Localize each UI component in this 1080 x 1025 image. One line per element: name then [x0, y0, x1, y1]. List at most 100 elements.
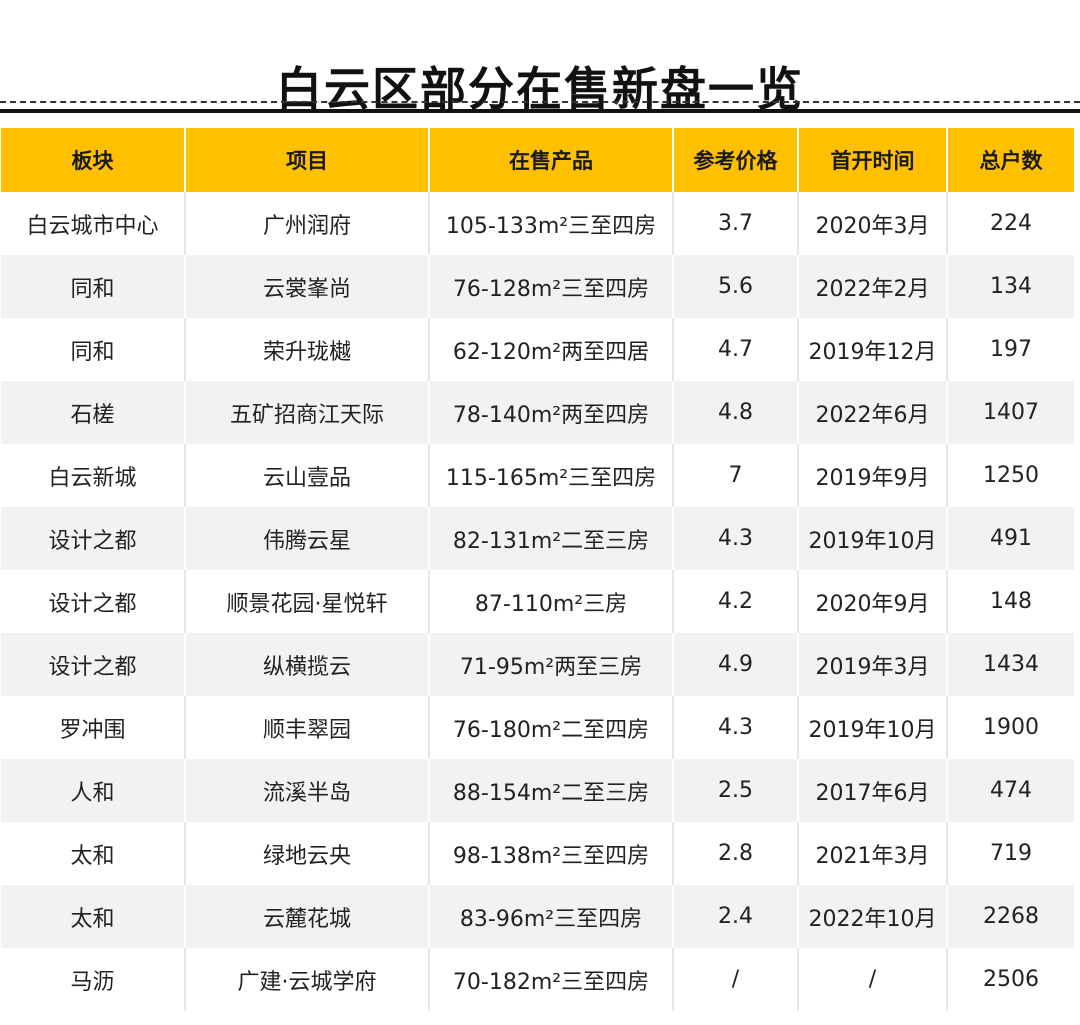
cell-price: 4.3 [673, 696, 799, 759]
cell-open-date: 2019年9月 [798, 444, 948, 507]
dashed-divider [0, 101, 1080, 103]
cell-product: 76-180m²二至四房 [429, 696, 674, 759]
cell-households: 1407 [983, 400, 1039, 425]
cell-sector: 罗冲围 [1, 696, 186, 759]
cell-product: 78-140m²两至四房 [429, 381, 674, 444]
column-header-sector: 板块 [1, 128, 186, 192]
cell-open-date: 2022年2月 [798, 255, 948, 318]
table-row: 白云新城 云山壹品 115-165m²三至四房 7 2019年9月 1250 [1, 444, 1074, 507]
cell-product: 98-138m²三至四房 [429, 822, 674, 885]
cell-open-date: 2019年3月 [798, 633, 948, 696]
cell-open-date: / [798, 948, 948, 1011]
cell-project: 绿地云央 [185, 822, 430, 885]
cell-project: 云麓花城 [185, 885, 430, 948]
cell-price: 2.4 [673, 885, 799, 948]
cell-price: 2.5 [673, 759, 799, 822]
listing-table: 板块 项目 在售产品 参考价格 首开时间 总户数 白云城市中心 广州润府 105… [1, 128, 1074, 1011]
cell-project: 广州润府 [185, 192, 430, 255]
cell-open-date: 2020年9月 [798, 570, 948, 633]
cell-product: 115-165m²三至四房 [429, 444, 674, 507]
table-row: 设计之都 纵横揽云 71-95m²两至三房 4.9 2019年3月 1434 [1, 633, 1074, 696]
table-row: 同和 荣升珑樾 62-120m²两至四居 4.7 2019年12月 197 [1, 318, 1074, 381]
cell-households: 1900 [983, 715, 1039, 740]
cell-price: 2.8 [673, 822, 799, 885]
cell-households: 2506 [983, 967, 1039, 992]
cell-open-date: 2022年10月 [798, 885, 948, 948]
table-row: 罗冲围 顺丰翠园 76-180m²二至四房 4.3 2019年10月 1900 [1, 696, 1074, 759]
table-row: 设计之都 顺景花园·星悦轩 87-110m²三房 4.2 2020年9月 148 [1, 570, 1074, 633]
cell-households: 719 [990, 841, 1032, 866]
cell-price: 5.6 [673, 255, 799, 318]
cell-price: 4.3 [673, 507, 799, 570]
cell-sector: 太和 [1, 885, 186, 948]
cell-sector: 石槎 [1, 381, 186, 444]
cell-sector: 人和 [1, 759, 186, 822]
column-header-households: 总户数 [979, 149, 1043, 173]
cell-sector: 同和 [1, 318, 186, 381]
cell-sector: 白云城市中心 [1, 192, 186, 255]
cell-product: 70-182m²三至四房 [429, 948, 674, 1011]
cell-project: 流溪半岛 [185, 759, 430, 822]
cell-sector: 设计之都 [1, 507, 186, 570]
cell-product: 105-133m²三至四房 [429, 192, 674, 255]
cell-product: 71-95m²两至三房 [429, 633, 674, 696]
cell-project: 五矿招商江天际 [185, 381, 430, 444]
cell-sector: 同和 [1, 255, 186, 318]
column-header-product: 在售产品 [429, 128, 674, 192]
cell-open-date: 2021年3月 [798, 822, 948, 885]
cell-sector: 设计之都 [1, 570, 186, 633]
table-header-row: 板块 项目 在售产品 参考价格 首开时间 总户数 [1, 128, 1074, 192]
cell-households: 1250 [983, 463, 1039, 488]
cell-project: 云山壹品 [185, 444, 430, 507]
cell-project: 纵横揽云 [185, 633, 430, 696]
cell-price: 4.8 [673, 381, 799, 444]
cell-open-date: 2017年6月 [798, 759, 948, 822]
cell-price: 4.7 [673, 318, 799, 381]
cell-households: 491 [990, 526, 1032, 551]
cell-households: 474 [990, 778, 1032, 803]
cell-product: 76-128m²三至四房 [429, 255, 674, 318]
cell-price: / [673, 948, 799, 1011]
table-row: 同和 云裳峯尚 76-128m²三至四房 5.6 2022年2月 134 [1, 255, 1074, 318]
table-row: 石槎 五矿招商江天际 78-140m²两至四房 4.8 2022年6月 1407 [1, 381, 1074, 444]
table-row: 设计之都 伟腾云星 82-131m²二至三房 4.3 2019年10月 491 [1, 507, 1074, 570]
cell-price: 7 [673, 444, 799, 507]
column-header-project: 项目 [185, 128, 430, 192]
cell-households: 1434 [983, 652, 1039, 677]
cell-project: 顺丰翠园 [185, 696, 430, 759]
solid-divider [0, 109, 1080, 113]
table-row: 白云城市中心 广州润府 105-133m²三至四房 3.7 2020年3月 22… [1, 192, 1074, 255]
cell-price: 3.7 [673, 192, 799, 255]
page-title: 白云区部分在售新盘一览 [276, 61, 804, 116]
cell-project: 广建·云城学府 [185, 948, 430, 1011]
cell-sector: 马沥 [1, 948, 186, 1011]
cell-product: 62-120m²两至四居 [429, 318, 674, 381]
table-body: 白云城市中心 广州润府 105-133m²三至四房 3.7 2020年3月 22… [1, 192, 1074, 1011]
table-row: 太和 云麓花城 83-96m²三至四房 2.4 2022年10月 2268 [1, 885, 1074, 948]
cell-households: 197 [990, 337, 1032, 362]
cell-households: 224 [990, 211, 1032, 236]
table-row: 太和 绿地云央 98-138m²三至四房 2.8 2021年3月 719 [1, 822, 1074, 885]
cell-product: 87-110m²三房 [429, 570, 674, 633]
column-header-open-date: 首开时间 [798, 128, 948, 192]
cell-sector: 白云新城 [1, 444, 186, 507]
cell-project: 荣升珑樾 [185, 318, 430, 381]
table-row: 马沥 广建·云城学府 70-182m²三至四房 / / 2506 [1, 948, 1074, 1011]
cell-price: 4.9 [673, 633, 799, 696]
cell-project: 顺景花园·星悦轩 [185, 570, 430, 633]
column-header-price: 参考价格 [673, 128, 799, 192]
cell-project: 云裳峯尚 [185, 255, 430, 318]
cell-open-date: 2019年10月 [798, 507, 948, 570]
cell-open-date: 2022年6月 [798, 381, 948, 444]
cell-open-date: 2019年12月 [798, 318, 948, 381]
cell-product: 88-154m²二至三房 [429, 759, 674, 822]
table-row: 人和 流溪半岛 88-154m²二至三房 2.5 2017年6月 474 [1, 759, 1074, 822]
cell-open-date: 2020年3月 [798, 192, 948, 255]
cell-product: 83-96m²三至四房 [429, 885, 674, 948]
cell-product: 82-131m²二至三房 [429, 507, 674, 570]
cell-households: 2268 [983, 904, 1039, 929]
cell-households: 134 [990, 274, 1032, 299]
cell-project: 伟腾云星 [185, 507, 430, 570]
cell-open-date: 2019年10月 [798, 696, 948, 759]
cell-sector: 设计之都 [1, 633, 186, 696]
